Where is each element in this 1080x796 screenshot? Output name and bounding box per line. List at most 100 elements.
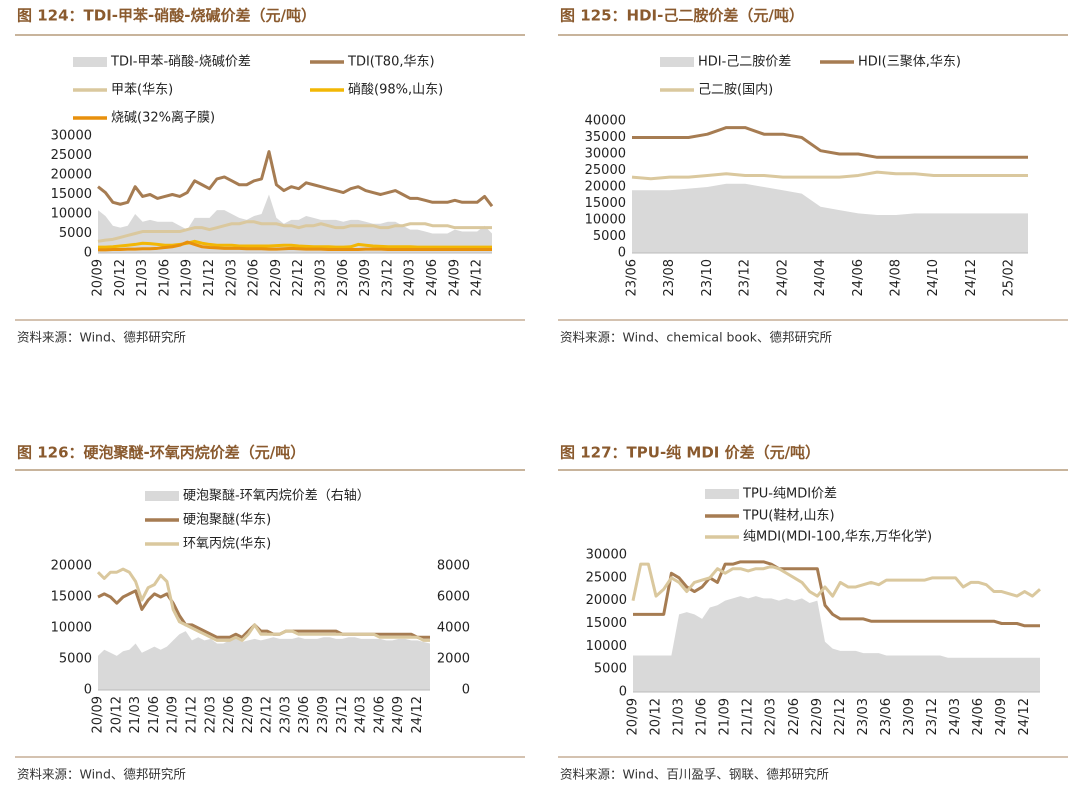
y-tick-label: 10000 [51, 621, 92, 636]
x-tick-label: 24/06 [425, 259, 440, 296]
legend-swatch [705, 489, 739, 499]
line-series [97, 220, 492, 243]
x-tick-label: 24/03 [948, 698, 963, 735]
y-tick-label: 20000 [51, 168, 92, 183]
y-tick-label: 15000 [51, 590, 92, 605]
chart-title: 图 125：HDI-己二胺价差（元/吨） [560, 7, 804, 25]
x-tick-label: 22/03 [224, 259, 239, 296]
line-series [631, 170, 1028, 181]
y-tick-label: 0 [84, 246, 92, 261]
y-tick-label: 10000 [585, 213, 626, 228]
source-note: 资料来源：Wind、德邦研究所 [17, 767, 186, 782]
line-series [632, 126, 1028, 159]
x-tick-label: 22/06 [247, 259, 262, 296]
legend-label: 甲苯(华东) [111, 83, 173, 98]
x-tick-label: 21/06 [147, 696, 162, 733]
x-tick-label: 20/09 [91, 696, 106, 733]
chart-panel: 图 125：HDI-己二胺价差（元/吨） 资料来源：Wind、chemical b… [558, 7, 1068, 345]
source-note: 资料来源：Wind、chemical book、德邦研究所 [560, 330, 832, 345]
legend-label: 硬泡聚醚-环氧丙烷价差（右轴） [183, 489, 370, 504]
x-tick-label: 23/03 [278, 696, 293, 733]
line-series [98, 240, 492, 252]
x-tick-label: 21/09 [166, 696, 181, 733]
x-tick-label: 22/09 [269, 259, 284, 296]
x-tick-label: 24/12 [964, 259, 979, 296]
area-series [633, 596, 1040, 692]
line-series [97, 589, 430, 639]
x-tick-label: 24/12 [410, 696, 425, 733]
y-tick-label: 20000 [51, 559, 92, 574]
area-series [98, 194, 492, 253]
y2-tick-label: 8000 [437, 559, 470, 574]
x-tick-label: 20/12 [649, 698, 664, 735]
y-tick-label: 30000 [585, 147, 626, 162]
x-tick-label: 23/03 [856, 698, 871, 735]
y-tick-label: 10000 [586, 639, 627, 654]
x-tick-label: 23/12 [335, 696, 350, 733]
legend-label: 纯MDI(MDI-100,华东,万华化学) [743, 529, 932, 545]
x-tick-label: 24/12 [1017, 698, 1032, 735]
y-tick-label: 25000 [586, 570, 627, 585]
y-tick-label: 15000 [51, 187, 92, 202]
chart-title: 图 126：硬泡聚醚-环氧丙烷价差（元/吨） [17, 444, 305, 462]
y-tick-label: 35000 [585, 130, 626, 145]
legend-label: TPU-纯MDI价差 [742, 487, 837, 502]
x-tick-label: 24/09 [447, 259, 462, 296]
x-tick-label: 24/09 [391, 696, 406, 733]
x-tick-label: 24/09 [994, 698, 1009, 735]
area-series [632, 183, 1028, 253]
area-series [98, 631, 430, 690]
legend-label: HDI(三聚体,华东) [858, 55, 961, 70]
line-series [98, 239, 492, 249]
y-tick-label: 30000 [586, 548, 627, 563]
x-tick-label: 21/03 [128, 696, 143, 733]
y-tick-label: 20000 [585, 180, 626, 195]
line-series [633, 560, 1040, 628]
legend-label: 环氧丙烷(华东) [183, 537, 271, 552]
x-tick-label: 24/12 [470, 259, 485, 296]
x-tick-label: 21/09 [180, 259, 195, 296]
y-tick-label: 30000 [51, 129, 92, 144]
legend-label: 硬泡聚醚(华东) [183, 513, 271, 528]
y-tick-label: 40000 [585, 114, 626, 129]
y-tick-label: 25000 [51, 148, 92, 163]
y-tick-label: 15000 [586, 616, 627, 631]
line-series [97, 150, 494, 208]
y-tick-label: 25000 [585, 163, 626, 178]
x-tick-label: 24/08 [889, 259, 904, 296]
y-tick-label: 15000 [585, 196, 626, 211]
x-tick-label: 22/06 [787, 698, 802, 735]
x-tick-label: 25/02 [1002, 259, 1017, 296]
x-tick-label: 23/10 [700, 259, 715, 296]
chart-title: 图 124：TDI-甲苯-硝酸-烧碱价差（元/吨） [17, 7, 316, 25]
y-tick-label: 5000 [59, 652, 92, 667]
legend-label: 己二胺(国内) [698, 82, 773, 98]
legend-label: 硝酸(98%,山东) [348, 83, 443, 98]
chart-panel: 图 126：硬泡聚醚-环氧丙烷价差（元/吨） 资料来源：Wind、德邦研究所 0 50… [15, 444, 525, 782]
x-tick-label: 23/06 [625, 259, 640, 296]
line-series [631, 562, 1041, 601]
y-tick-label: 0 [618, 246, 626, 261]
y2-tick-label: 0 [462, 683, 470, 698]
x-tick-label: 23/09 [316, 696, 331, 733]
x-tick-label: 21/03 [135, 259, 150, 296]
x-tick-label: 23/12 [738, 259, 753, 296]
chart-title: 图 127：TPU-纯 MDI 价差（元/吨） [560, 444, 820, 462]
legend-label: 烧碱(32%离子膜) [111, 110, 215, 126]
x-tick-label: 24/02 [775, 259, 790, 296]
y-tick-label: 5000 [594, 662, 627, 677]
x-tick-label: 22/12 [833, 698, 848, 735]
x-tick-label: 22/09 [810, 698, 825, 735]
x-tick-label: 20/12 [109, 696, 124, 733]
x-tick-label: 22/12 [260, 696, 275, 733]
x-tick-label: 23/12 [925, 698, 940, 735]
x-tick-label: 23/06 [879, 698, 894, 735]
y-tick-label: 0 [619, 685, 627, 700]
legend-swatch [73, 57, 107, 67]
legend-label: TDI-甲苯-硝酸-烧碱价差 [110, 55, 251, 70]
y-tick-label: 0 [84, 683, 92, 698]
x-tick-label: 23/03 [314, 259, 329, 296]
line-series [96, 567, 430, 642]
